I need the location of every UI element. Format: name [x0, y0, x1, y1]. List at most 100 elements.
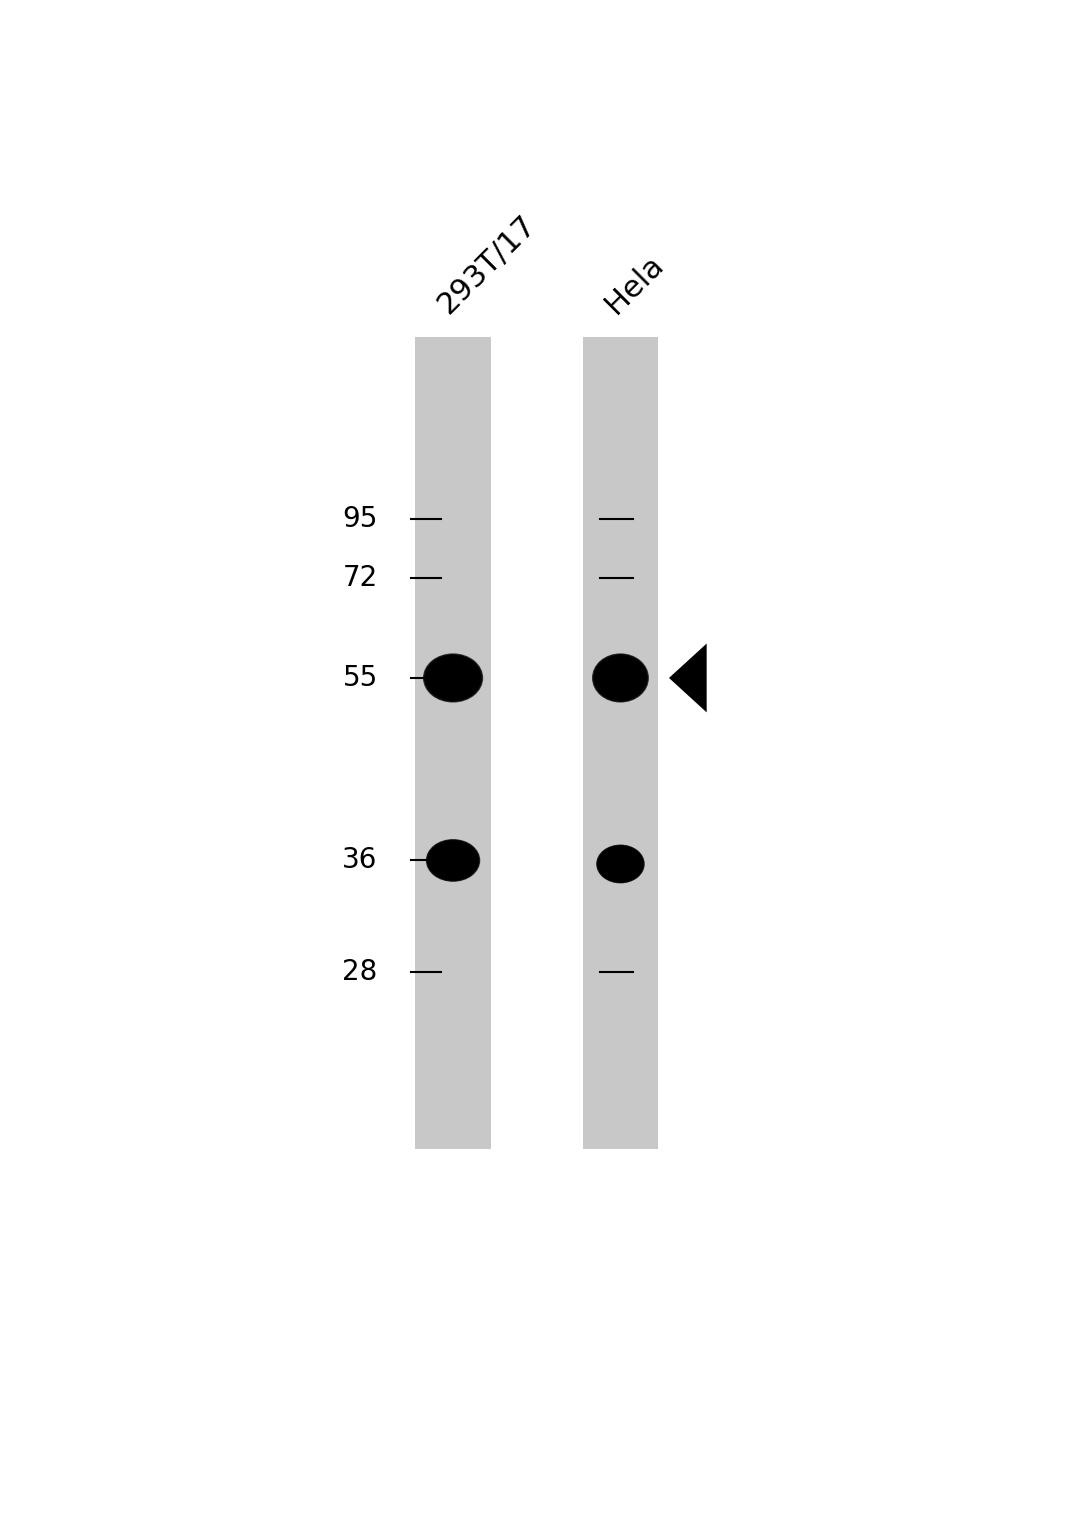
Ellipse shape	[444, 853, 462, 867]
Ellipse shape	[431, 661, 475, 696]
Polygon shape	[669, 644, 706, 713]
Ellipse shape	[602, 849, 639, 879]
Text: 72: 72	[342, 564, 378, 592]
Ellipse shape	[448, 856, 458, 864]
Ellipse shape	[423, 654, 483, 702]
Ellipse shape	[427, 656, 480, 699]
Ellipse shape	[443, 853, 463, 868]
Ellipse shape	[611, 856, 630, 872]
Ellipse shape	[602, 662, 639, 694]
Ellipse shape	[593, 654, 648, 702]
Ellipse shape	[428, 839, 478, 881]
Text: 28: 28	[342, 959, 378, 986]
Ellipse shape	[606, 852, 635, 876]
Text: 95: 95	[342, 505, 378, 534]
Ellipse shape	[619, 862, 622, 865]
Ellipse shape	[442, 668, 464, 687]
Ellipse shape	[594, 656, 647, 700]
Ellipse shape	[438, 849, 468, 872]
Ellipse shape	[440, 850, 467, 872]
Ellipse shape	[611, 856, 630, 872]
Ellipse shape	[609, 855, 632, 873]
Ellipse shape	[449, 674, 457, 680]
Ellipse shape	[446, 671, 460, 683]
Ellipse shape	[447, 856, 459, 865]
Ellipse shape	[447, 673, 459, 683]
Ellipse shape	[432, 661, 474, 696]
Ellipse shape	[593, 654, 648, 702]
Ellipse shape	[441, 668, 465, 688]
Ellipse shape	[445, 855, 461, 867]
Ellipse shape	[441, 850, 465, 870]
Ellipse shape	[441, 850, 465, 870]
Ellipse shape	[609, 855, 632, 873]
Ellipse shape	[612, 671, 629, 685]
Ellipse shape	[443, 670, 463, 687]
Ellipse shape	[612, 671, 629, 685]
Ellipse shape	[448, 674, 458, 682]
Ellipse shape	[599, 661, 642, 696]
Ellipse shape	[430, 659, 476, 697]
Ellipse shape	[617, 861, 624, 867]
Ellipse shape	[440, 667, 467, 690]
Ellipse shape	[428, 841, 478, 881]
Ellipse shape	[605, 852, 636, 876]
Ellipse shape	[608, 855, 633, 873]
Ellipse shape	[448, 674, 458, 682]
Ellipse shape	[435, 664, 471, 693]
Ellipse shape	[428, 657, 478, 699]
Ellipse shape	[595, 656, 646, 699]
Ellipse shape	[610, 856, 631, 872]
Ellipse shape	[612, 858, 629, 870]
Ellipse shape	[603, 662, 638, 693]
Ellipse shape	[435, 664, 471, 693]
Ellipse shape	[598, 659, 643, 697]
Ellipse shape	[602, 662, 639, 694]
Ellipse shape	[429, 842, 477, 879]
Ellipse shape	[600, 661, 640, 696]
Ellipse shape	[616, 674, 625, 682]
Ellipse shape	[599, 659, 642, 696]
Ellipse shape	[604, 664, 637, 693]
Ellipse shape	[433, 662, 473, 694]
Ellipse shape	[438, 849, 468, 872]
Ellipse shape	[433, 844, 473, 876]
Ellipse shape	[600, 849, 640, 881]
Ellipse shape	[618, 861, 623, 867]
Ellipse shape	[616, 861, 625, 868]
Ellipse shape	[598, 847, 643, 881]
Ellipse shape	[618, 862, 623, 865]
Ellipse shape	[431, 844, 475, 878]
Ellipse shape	[437, 665, 469, 691]
Ellipse shape	[613, 671, 627, 683]
Ellipse shape	[434, 662, 472, 693]
Ellipse shape	[450, 676, 456, 680]
Ellipse shape	[438, 665, 468, 690]
Ellipse shape	[606, 665, 635, 691]
Ellipse shape	[598, 846, 643, 882]
Ellipse shape	[437, 849, 469, 873]
Ellipse shape	[608, 853, 633, 875]
Ellipse shape	[592, 653, 649, 702]
Ellipse shape	[615, 673, 626, 683]
Ellipse shape	[597, 657, 644, 699]
Ellipse shape	[426, 839, 481, 882]
Text: 36: 36	[342, 847, 378, 875]
Ellipse shape	[432, 844, 474, 878]
Ellipse shape	[429, 841, 477, 879]
Ellipse shape	[597, 846, 644, 882]
Ellipse shape	[613, 859, 627, 870]
Ellipse shape	[443, 670, 463, 687]
Text: 55: 55	[342, 664, 378, 693]
Ellipse shape	[607, 853, 634, 875]
Ellipse shape	[611, 670, 630, 687]
Ellipse shape	[615, 859, 626, 868]
Ellipse shape	[442, 852, 464, 868]
Bar	[583, 336, 658, 1148]
Ellipse shape	[451, 859, 455, 862]
Ellipse shape	[602, 849, 639, 879]
Ellipse shape	[434, 846, 472, 876]
Ellipse shape	[427, 839, 480, 881]
Ellipse shape	[444, 853, 462, 868]
Ellipse shape	[608, 668, 633, 688]
